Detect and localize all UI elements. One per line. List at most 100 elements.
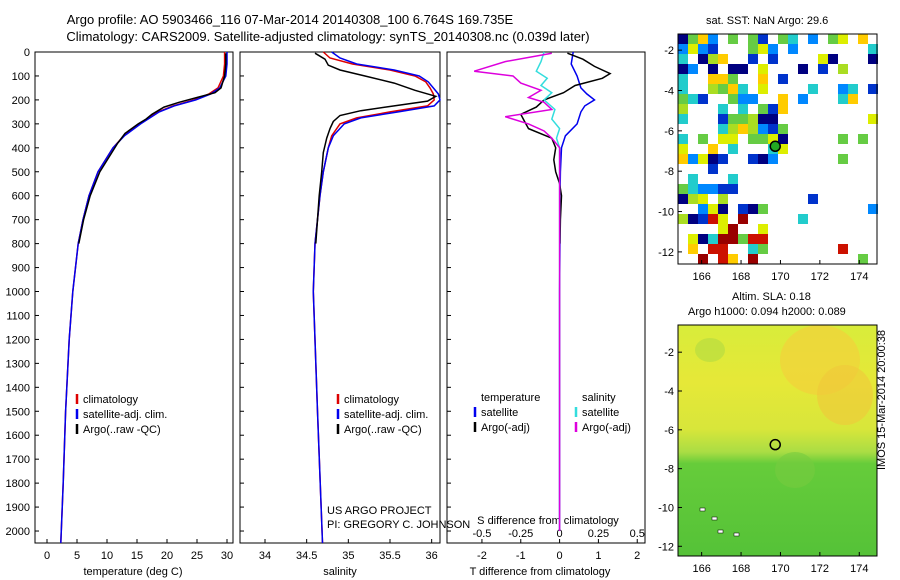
sst-pixel (698, 134, 708, 144)
sla-high-region (817, 365, 873, 425)
sst-pixel (848, 94, 858, 104)
sst-pixel (758, 134, 768, 144)
sst-pixel (728, 34, 738, 44)
sst-pixel (748, 234, 758, 244)
sst-map-lon-tick-label: 166 (692, 271, 710, 283)
sst-pixel (728, 114, 738, 124)
sst-pixel (798, 64, 808, 74)
temperature-tick-label: 15 (131, 550, 143, 562)
sst-map-lat-tick-label: -4 (664, 85, 674, 97)
sst-pixel (688, 94, 698, 104)
sst-map-lon-tick-label: 168 (732, 271, 750, 283)
island-mask (717, 529, 724, 534)
sst-pixel (678, 34, 688, 44)
sla-low-region (695, 338, 725, 362)
sst-pixel (698, 214, 708, 224)
depth-tick-label: 900 (12, 263, 30, 275)
sst-pixel (718, 194, 728, 204)
sst-pixel (708, 144, 718, 154)
island-mask (711, 516, 718, 521)
sst-pixel (728, 84, 738, 94)
island-mask (699, 507, 706, 512)
sst-pixel-layer (678, 34, 878, 264)
sst-pixel (708, 64, 718, 74)
sst-pixel (758, 114, 768, 124)
temperature-tick-label: 30 (221, 550, 233, 562)
sst-pixel (758, 224, 768, 234)
sdiff-tick-label: 0 (557, 528, 563, 540)
sst-pixel (688, 234, 698, 244)
sst-pixel (698, 54, 708, 64)
sst-pixel (808, 34, 818, 44)
depth-tick-label: 1700 (6, 454, 30, 466)
temperature-panel: 0100200300400500600700800900100011001200… (6, 47, 234, 578)
depth-tick-label: 600 (12, 191, 30, 203)
sst-pixel (688, 174, 698, 184)
sst-pixel (748, 34, 758, 44)
sst-pixel (698, 44, 708, 54)
sst-map-lon-tick-label: 172 (811, 271, 829, 283)
temperature-panel-frame (34, 51, 234, 544)
difference-legend-s-label-0: satellite (582, 407, 619, 419)
salinity-tick-label: 36 (426, 550, 438, 562)
sst-pixel (778, 104, 788, 114)
sst-pixel (728, 124, 738, 134)
sst-map-lon-tick-label: 174 (850, 271, 868, 283)
depth-tick-label: 1000 (6, 287, 30, 299)
difference-series-2 (535, 51, 561, 531)
island-mask (733, 532, 740, 537)
temperature-series-1 (60, 52, 228, 544)
sst-pixel (778, 134, 788, 144)
sst-pixel (728, 184, 738, 194)
sst-pixel (708, 214, 718, 224)
figure-title-line1: Argo profile: AO 5903466_116 07-Mar-2014… (66, 12, 514, 27)
tdiff-tick-label: 1 (595, 550, 601, 562)
sst-pixel (778, 124, 788, 134)
temperature-tick-label: 0 (44, 550, 50, 562)
sst-pixel (868, 204, 878, 214)
sla-map-title-line2: Argo h1000: 0.094 h2000: 0.089 (688, 306, 846, 318)
sla-map-lon-tick-label: 174 (850, 563, 868, 575)
sst-pixel (858, 254, 868, 264)
sst-pixel (748, 134, 758, 144)
sst-pixel (758, 64, 768, 74)
temperature-legend-label-1: satellite-adj. clim. (83, 409, 167, 421)
sst-pixel (748, 244, 758, 254)
sst-pixel (768, 154, 778, 164)
sst-pixel (718, 234, 728, 244)
sst-pixel (818, 64, 828, 74)
depth-tick-label: 1900 (6, 502, 30, 514)
sdiff-tick-label: 0.5 (630, 528, 645, 540)
salinity-legend-label-2: Argo(..raw -QC) (344, 424, 422, 436)
sst-pixel (788, 44, 798, 54)
sst-pixel (678, 114, 688, 124)
sst-map-lon-tick-label: 170 (771, 271, 789, 283)
sst-map-title: sat. SST: NaN Argo: 29.6 (706, 15, 829, 27)
argo-location-marker (769, 140, 781, 153)
salinity-tick-label: 34.5 (296, 550, 317, 562)
temperature-axis-label: temperature (deg C) (83, 566, 182, 578)
salinity-tick-label: 35.5 (379, 550, 400, 562)
temperature-tick-label: 10 (101, 550, 113, 562)
salinity-axis-label: salinity (323, 566, 357, 578)
sst-pixel (698, 254, 708, 264)
sst-pixel (778, 94, 788, 104)
sst-pixel (688, 34, 698, 44)
sst-pixel (698, 94, 708, 104)
depth-tick-label: 0 (24, 47, 30, 59)
sst-pixel (708, 184, 718, 194)
depth-tick-label: 400 (12, 143, 30, 155)
sst-pixel (738, 214, 748, 224)
sst-pixel (838, 134, 848, 144)
sla-map-lat-tick-label: -4 (664, 386, 674, 398)
sst-pixel (868, 54, 878, 64)
depth-tick-label: 1100 (6, 310, 30, 322)
sst-map-panel: 166 168 170 172 174 -2 -4 -6 -8 -10 -12 (658, 33, 878, 283)
sst-pixel (808, 194, 818, 204)
tdiff-axis-label: T difference from climatology (470, 566, 611, 578)
sst-map-lat-tick-label: -2 (664, 45, 674, 57)
sst-pixel (758, 234, 768, 244)
sla-map-panel: 166 168 170 172 174 -2 -4 -6 -8 -10 -12 (658, 324, 878, 575)
sst-pixel (738, 64, 748, 74)
